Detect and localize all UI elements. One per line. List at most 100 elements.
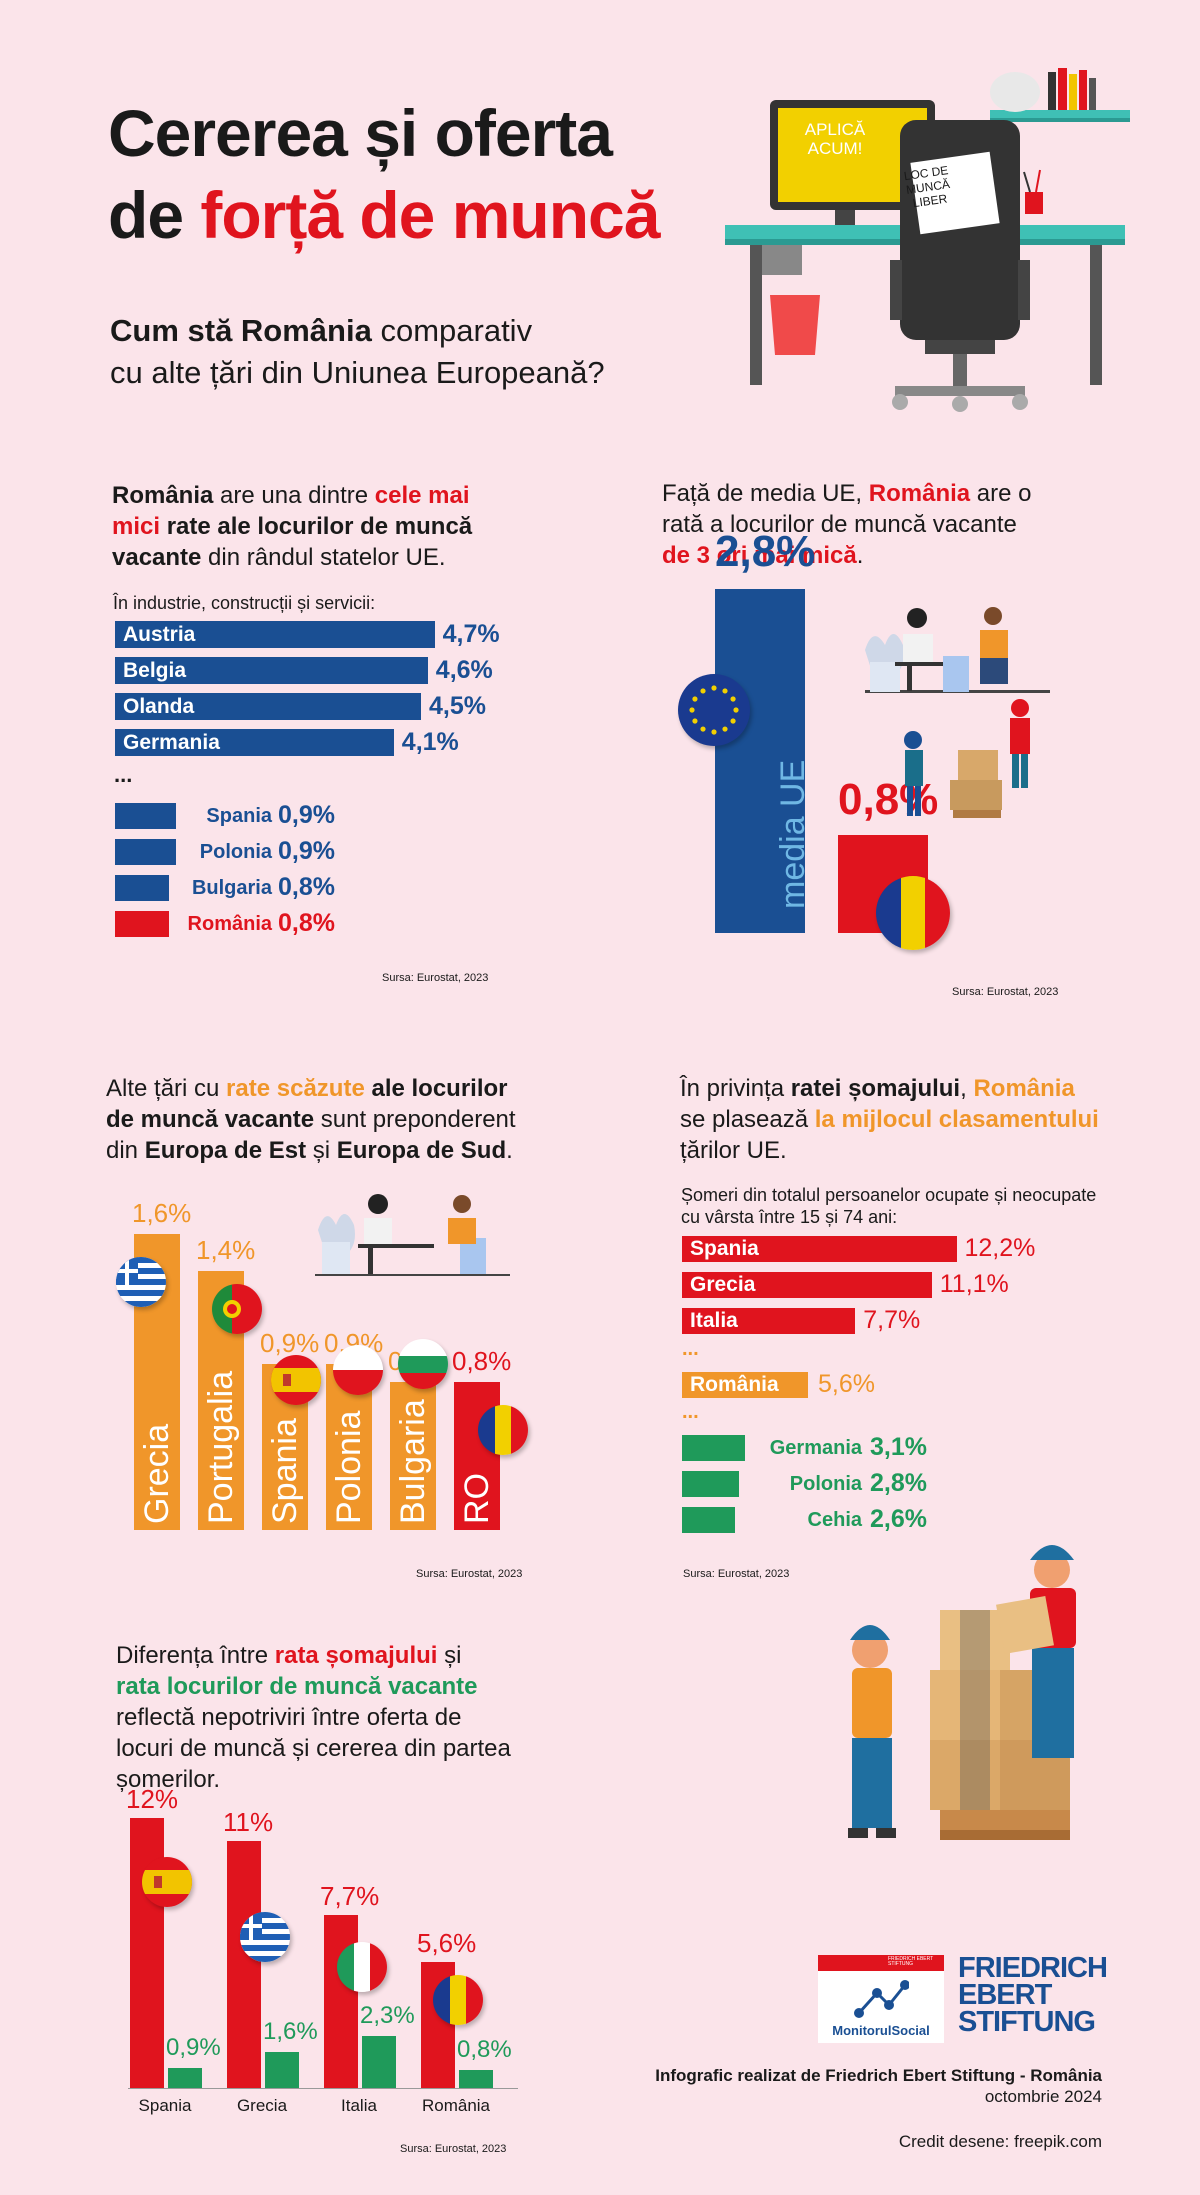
s1-source: Sursa: Eurostat, 2023 [382,972,489,984]
s3-text-5: . [506,1137,513,1164]
credit-drawings: Credit desene: freepik.com [898,2132,1102,2151]
s1-text-1: are una dintre [213,482,375,509]
greece-flag-icon [116,1257,166,1307]
s4-orange-1: România [973,1075,1075,1102]
vacancy-bar: Olanda [115,693,421,720]
portugal-flag-icon [212,1284,262,1334]
s2-text-1: Față de media UE, [662,480,869,507]
meeting-illustration [315,1194,510,1276]
x-axis-label: Spania [138,2096,192,2115]
romania-flag-icon [876,876,950,950]
unemployment-value: 5,6% [818,1370,875,1398]
unemployment-rate-value: 12% [126,1784,179,1814]
s1-red-2: mici [112,513,161,540]
low-vacancy-bar [390,1382,436,1530]
s4-source: Sursa: Eurostat, 2023 [683,1568,790,1580]
fes-line-1: FRIEDRICH [958,1952,1108,1984]
s3-text-3: din [106,1137,145,1164]
vacancy-bar-label: România [187,913,272,935]
s4-orange-2: la mijlocul clasamentului [814,1106,1099,1133]
title-prefix: de [108,178,201,252]
title-highlight: forță de muncă [200,178,660,252]
vacancy-bar [115,839,177,865]
unemployment-rate-value: 11% [223,1806,274,1837]
unemployment-bar: România [682,1372,808,1398]
s2-source: Sursa: Eurostat, 2023 [952,986,1059,998]
unemployment-bar: Spania [682,1236,957,1262]
vacancy-bar-label: Spania [206,805,272,827]
vacancy-bar: Belgia [115,657,428,684]
section4-paragraph: În privința ratei șomajului, România se … [680,1073,1130,1166]
axis-line [128,2088,518,2089]
s4-ellipsis-2: ... [682,1401,699,1423]
s5-text-4: locuri de muncă și cererea din partea [116,1735,511,1762]
x-axis-label: Italia [341,2096,377,2115]
vacancy-bar-label: Polonia [199,841,272,863]
s4-ellipsis-1: ... [682,1338,699,1360]
subtitle-line-2: cu alte țări din Uniunea Europeană? [110,355,605,390]
vacancy-bar [115,911,170,937]
fes-line-3: STIFTUNG [958,2006,1096,2038]
vacancy-bar [115,803,177,829]
trash-bin-icon [770,295,820,355]
unemployment-bar: Italia [682,1308,856,1334]
italy-flag-icon [337,1942,387,1992]
low-vacancy-value: 1,4% [196,1235,256,1265]
vacancy-rate-value: 1,6% [263,2018,318,2045]
greece-flag-icon-2 [240,1912,290,1962]
s3-bold-3: Europa de Est [144,1137,307,1164]
s5-source: Sursa: Eurostat, 2023 [400,2143,507,2155]
fes-logo: FRIEDRICH EBERT STIFTUNG [958,1952,1108,2038]
s1-ellipsis: ... [114,762,133,787]
low-vacancy-value: 0,8% [452,1346,512,1376]
unemployment-value: 11,1% [939,1270,1009,1298]
vacancy-bar-label: Bulgaria [191,877,272,899]
s2-red-1: România [868,480,971,507]
s5-green-1: rata locurilor de muncă vacante [116,1673,478,1700]
vacancy-value: 4,1% [401,728,459,756]
vacancy-value: 0,8% [278,873,335,901]
unemployment-bar-label: Germania [769,1437,862,1459]
s4-text-2: , [960,1075,974,1102]
unemployment-value: 3,1% [870,1433,927,1461]
subtitle-line-1: Cum stă România comparativ [110,310,605,352]
vacancy-bar: Germania [115,729,394,756]
unemployment-value: 12,2% [964,1234,1036,1262]
unemployment-bar-label: Cehia [807,1509,862,1531]
s3-bold-1: ale locurilor [364,1075,508,1102]
page-subtitle: Cum stă România comparativ cu alte țări … [110,310,605,394]
s1-caption: În industrie, construcții și servicii: [113,593,376,613]
credits: Infografic realizat de Friedrich Ebert S… [655,2065,1102,2107]
s5-text-2: și [437,1642,462,1669]
low-vacancy-value: 0,9% [260,1327,320,1358]
monitorul-social-logo: FRIEDRICH EBERT STIFTUNG MonitorulSocial [818,1955,944,2043]
romania-flag-small-icon [478,1405,528,1455]
x-axis-label: România [421,2096,491,2115]
eu-value: 2,8% [715,526,816,576]
vacancy-bar: Austria [115,621,435,648]
s4-caption-1: Șomeri din totalul persoanelor ocupate ș… [681,1185,1097,1205]
romania-flag-icon-2 [433,1975,483,2025]
vacancy-rate-value: 0,8% [457,2036,512,2063]
s1-text-2: din rândul statelor UE. [201,544,446,571]
section2-paragraph: Față de media UE, România are o rată a l… [662,478,1082,571]
credit-date: octombrie 2024 [984,2087,1102,2106]
s1-bold-3: vacante [112,544,202,571]
eu-average-label: media UE [774,759,812,909]
fes-line-2: EBERT [958,1979,1052,2011]
workers-illustration [865,607,1050,818]
s4-text-3: se plasează [680,1106,815,1133]
s3-bold-4: Europa de Sud [336,1137,507,1164]
low-vacancy-bar-label: Grecia [138,1423,176,1524]
s1-bold-1: România [112,482,214,509]
unemployment-bar [682,1507,735,1533]
office-chair-icon [900,120,1020,340]
vacancy-rate-bar [168,2067,202,2088]
vacancy-value: 4,5% [429,692,486,720]
s3-text-4: și [306,1137,337,1164]
unemployment-rate-bar [324,1914,358,2088]
section3-paragraph: Alte țări cu rate scăzute ale locurilor … [106,1073,536,1166]
x-axis-label: Grecia [236,2096,288,2115]
vacancy-rate-bar [362,2036,396,2088]
s5-text-3: reflectă nepotriviri între oferta de [116,1704,462,1731]
